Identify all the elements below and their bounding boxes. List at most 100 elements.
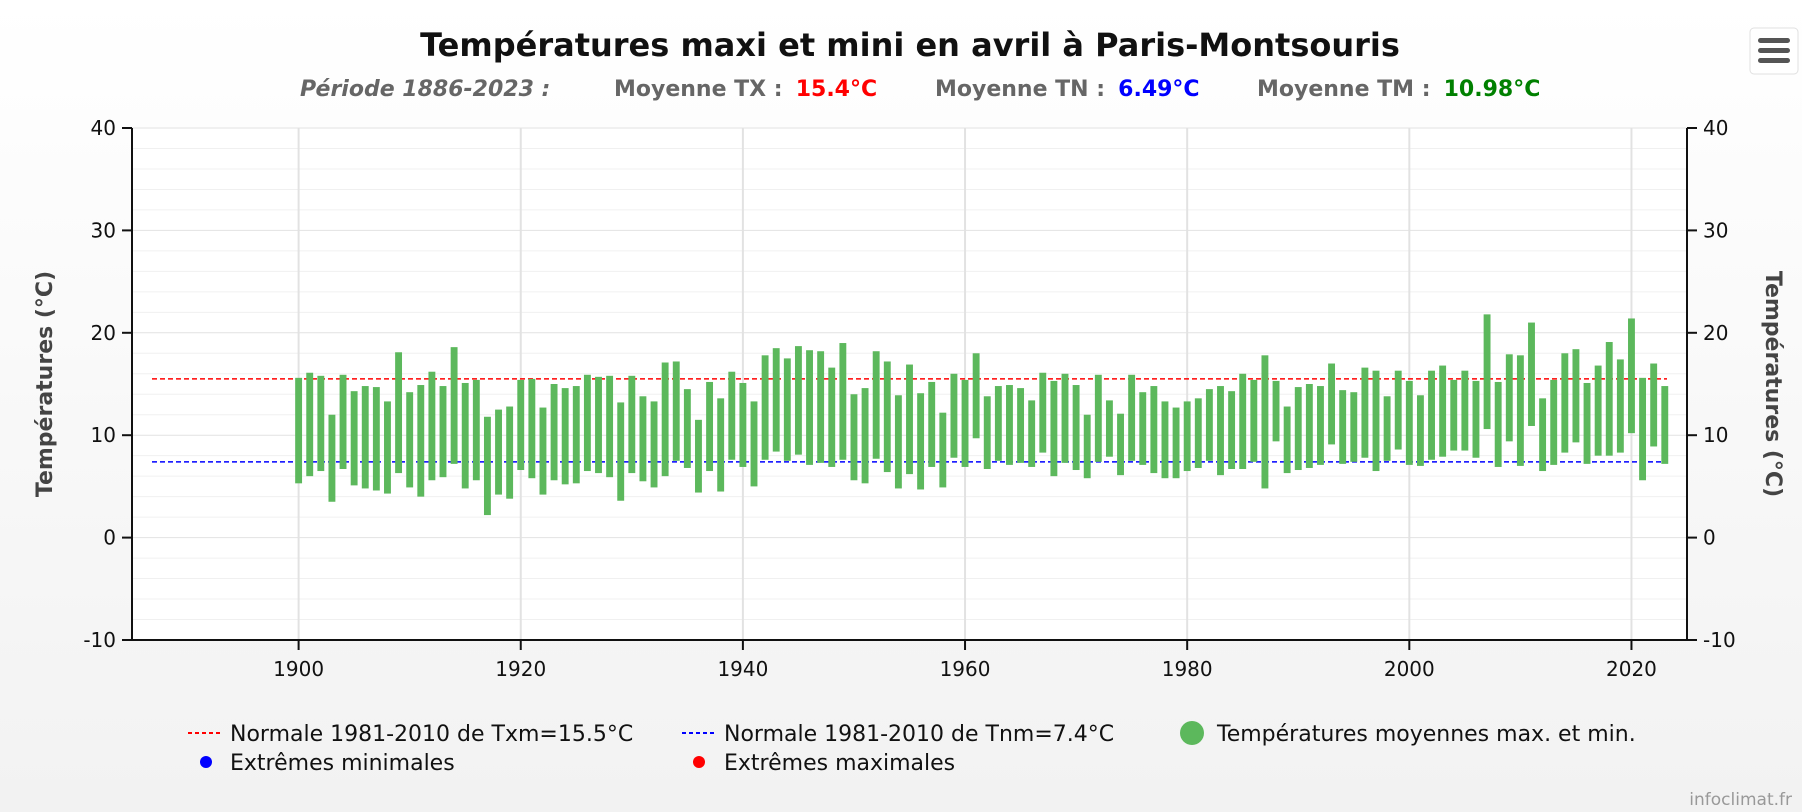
bar-1948 [828,367,836,467]
bar-1920 [517,379,525,471]
bar-2007 [1483,314,1491,430]
legend-label-extreme-max: Extrêmes maximales [724,751,955,776]
bar-1973 [1105,400,1113,457]
subtitle-tm: Moyenne TM : 10.98°C [1257,77,1540,102]
legend-label-extreme-min: Extrêmes minimales [230,751,455,776]
bar-1915 [461,382,469,489]
legend-label-normal-tnm: Normale 1981-2010 de Tnm=7.4°C [724,722,1114,747]
bar-2016 [1583,382,1591,464]
bar-1994 [1339,390,1347,464]
bar-1931 [639,396,647,482]
bar-1944 [783,358,791,461]
bar-1987 [1261,355,1269,489]
bar-1951 [861,388,869,484]
bar-1940 [739,382,747,467]
x-tick-label: 1920 [495,657,546,681]
x-tick-label: 1940 [717,657,768,681]
y-tick-label-left: -10 [83,628,116,652]
subtitle-tn-value: 6.49°C [1118,77,1199,102]
chart-menu-button[interactable] [1749,27,1799,75]
bar-1932 [650,401,658,488]
bar-1983 [1217,386,1224,476]
hamburger-menu-icon [1758,38,1790,63]
subtitle-period: Période 1886-2023 : [300,77,550,102]
legend-item-normal-tnm[interactable]: Normale 1981-2010 de Tnm=7.4°C [682,722,1114,747]
bar-1927 [595,376,602,474]
bar-1985 [1239,373,1247,469]
bar-1980 [1183,401,1191,472]
legend-item-mean-temps[interactable]: Températures moyennes max. et min. [1180,721,1636,747]
bar-1937 [706,381,714,472]
bar-1977 [1150,386,1158,474]
legend-item-extreme-min[interactable]: Extrêmes minimales [200,751,455,776]
bar-1965 [1017,388,1025,463]
y-tick-label-left: 0 [103,526,116,550]
bar-1975 [1128,374,1136,461]
bar-1912 [428,371,436,481]
legend-red-dot-icon [693,756,705,768]
bar-1913 [439,386,447,478]
bar-2015 [1572,349,1580,443]
bar-1945 [794,346,802,455]
bar-2013 [1550,379,1558,465]
bar-1952 [872,351,880,459]
bar-1900 [295,377,303,484]
bar-1924 [561,388,569,485]
legend-item-extreme-max[interactable]: Extrêmes maximales [693,751,955,776]
bar-2003 [1439,365,1447,457]
bar-1949 [839,343,847,460]
x-tick-label: 1980 [1162,657,1213,681]
bar-1964 [1006,385,1013,465]
y-tick-label-right: 40 [1703,116,1728,140]
x-tick-label: 2020 [1606,657,1657,681]
credit-link[interactable]: infoclimat.fr [1689,790,1792,810]
bar-1961 [972,353,980,439]
bar-1971 [1083,414,1091,479]
bar-1962 [983,396,991,469]
x-tick-label: 2000 [1384,657,1435,681]
subtitle-tm-label: Moyenne TM : [1257,77,1431,102]
bar-1988 [1272,380,1280,442]
bar-1917 [483,416,491,516]
y-tick-label-left: 20 [91,321,116,345]
bar-1972 [1094,374,1102,462]
bar-1929 [617,402,625,501]
y-tick-label-right: 30 [1703,218,1728,242]
bar-1974 [1117,413,1124,476]
axes [131,128,1688,641]
y-tick-label-right: 20 [1703,321,1728,345]
chart-legend: Normale 1981-2010 de Txm=15.5°C Normale … [188,721,1636,776]
bar-2008 [1494,381,1502,467]
bar-1939 [728,371,736,460]
y-axis-title-right: Températures (°C) [1760,271,1785,497]
legend-item-normal-txm[interactable]: Normale 1981-2010 de Txm=15.5°C [188,722,633,747]
bar-2021 [1639,377,1647,481]
bar-2017 [1594,365,1602,456]
bar-2019 [1616,359,1624,453]
bar-1903 [328,414,336,502]
legend-label-normal-txm: Normale 1981-2010 de Txm=15.5°C [230,722,633,747]
bar-2006 [1472,380,1480,458]
subtitle-tn: Moyenne TN : 6.49°C [935,77,1200,102]
bar-1922 [539,407,547,495]
legend-blue-dot-icon [200,756,212,768]
bar-1935 [683,389,691,468]
bar-2020 [1628,318,1635,434]
bar-1979 [1172,407,1180,479]
bar-2000 [1405,380,1413,465]
bar-1967 [1039,372,1047,453]
y-axis-title-left: Températures (°C) [33,271,58,497]
bar-1925 [572,386,580,484]
x-tick-label: 1900 [273,657,324,681]
bar-1984 [1228,391,1236,469]
data-bars [295,314,1669,516]
bar-2023 [1661,386,1669,464]
bar-1916 [472,379,480,481]
bar-1978 [1161,401,1169,479]
bar-1981 [1194,398,1202,468]
bar-1902 [317,375,325,472]
bar-1993 [1328,363,1336,445]
bar-1957 [928,381,936,467]
bar-1976 [1139,392,1147,465]
